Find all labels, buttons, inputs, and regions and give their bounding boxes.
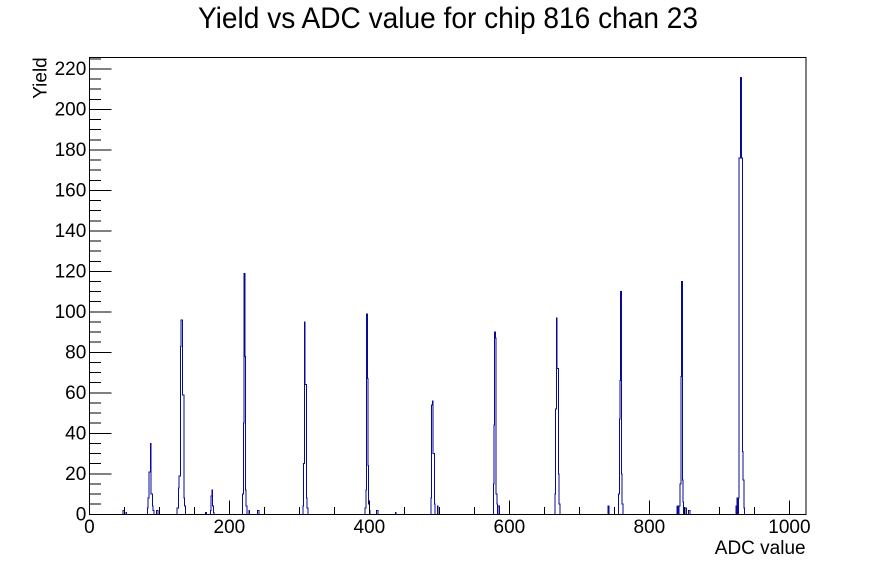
svg-text:40: 40	[65, 424, 86, 445]
svg-text:200: 200	[214, 517, 246, 538]
svg-text:1000: 1000	[768, 517, 810, 538]
svg-text:800: 800	[634, 517, 666, 538]
svg-text:200: 200	[55, 100, 87, 121]
svg-text:220: 220	[55, 59, 87, 80]
svg-text:120: 120	[55, 262, 87, 283]
svg-text:ADC value: ADC value	[715, 538, 806, 559]
svg-text:400: 400	[354, 517, 386, 538]
svg-text:140: 140	[55, 221, 87, 242]
svg-text:80: 80	[65, 343, 86, 364]
svg-text:0: 0	[76, 505, 87, 526]
svg-text:100: 100	[55, 302, 87, 323]
svg-text:Yield: Yield	[31, 57, 52, 99]
svg-text:0: 0	[84, 517, 95, 538]
svg-text:Yield vs ADC value for chip 81: Yield vs ADC value for chip 816 chan 23	[198, 2, 698, 35]
svg-text:60: 60	[65, 383, 86, 404]
svg-text:180: 180	[55, 140, 87, 161]
svg-text:160: 160	[55, 181, 87, 202]
svg-text:600: 600	[494, 517, 526, 538]
svg-text:20: 20	[65, 464, 86, 485]
